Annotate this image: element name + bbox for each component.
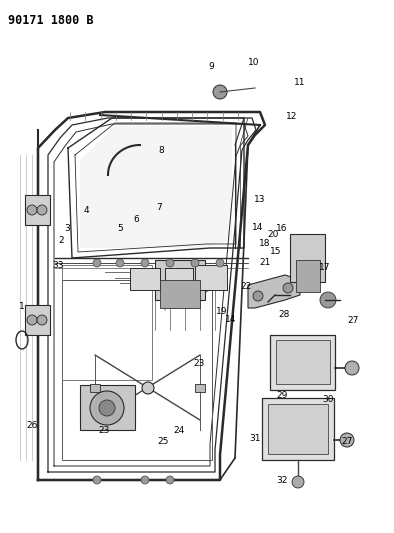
Circle shape <box>142 382 154 394</box>
Text: 22: 22 <box>241 282 252 291</box>
Polygon shape <box>248 275 300 308</box>
Bar <box>165 268 193 288</box>
Bar <box>195 265 227 290</box>
Text: 19: 19 <box>216 308 227 316</box>
Circle shape <box>90 391 124 425</box>
Text: 10: 10 <box>248 59 260 67</box>
Text: 23: 23 <box>99 426 110 435</box>
Bar <box>90 384 100 392</box>
Text: 18: 18 <box>259 239 271 248</box>
Circle shape <box>116 259 124 267</box>
Bar <box>25 305 50 335</box>
Circle shape <box>141 476 149 484</box>
Text: 90171 1800 B: 90171 1800 B <box>8 14 93 27</box>
Text: 13: 13 <box>254 196 266 204</box>
Bar <box>268 404 328 454</box>
Text: 14: 14 <box>225 316 236 324</box>
Circle shape <box>191 259 199 267</box>
Bar <box>62 280 212 460</box>
Text: 17: 17 <box>319 263 331 272</box>
Text: 23: 23 <box>193 359 204 368</box>
Bar <box>155 260 205 300</box>
Text: 6: 6 <box>133 215 139 224</box>
Text: 8: 8 <box>159 146 164 155</box>
Bar <box>290 234 325 282</box>
Circle shape <box>292 476 304 488</box>
Text: 3: 3 <box>64 224 70 232</box>
Text: 28: 28 <box>279 310 290 319</box>
Text: 20: 20 <box>267 230 278 239</box>
Circle shape <box>283 283 293 293</box>
Circle shape <box>166 476 174 484</box>
Text: 30: 30 <box>322 395 334 404</box>
Text: 21: 21 <box>259 258 270 266</box>
Bar <box>276 340 330 384</box>
Circle shape <box>253 291 263 301</box>
Polygon shape <box>80 126 232 248</box>
Circle shape <box>213 85 227 99</box>
Text: 25: 25 <box>158 437 169 446</box>
Text: 15: 15 <box>270 247 282 256</box>
Circle shape <box>93 476 101 484</box>
Circle shape <box>320 292 336 308</box>
Text: 26: 26 <box>27 421 38 430</box>
Text: 33: 33 <box>52 261 64 270</box>
Text: 16: 16 <box>276 224 288 232</box>
Text: 27: 27 <box>342 437 353 446</box>
Circle shape <box>27 205 37 215</box>
Text: 12: 12 <box>286 112 297 120</box>
Text: 2: 2 <box>58 237 64 245</box>
Text: 24: 24 <box>174 426 185 435</box>
Text: 5: 5 <box>117 224 123 232</box>
Text: 27: 27 <box>347 317 358 325</box>
Circle shape <box>93 259 101 267</box>
Text: 1: 1 <box>19 302 24 311</box>
Bar <box>195 384 205 392</box>
Bar <box>25 195 50 225</box>
Text: 4: 4 <box>84 206 89 214</box>
Circle shape <box>27 315 37 325</box>
Circle shape <box>37 315 47 325</box>
Circle shape <box>141 259 149 267</box>
Circle shape <box>166 259 174 267</box>
Circle shape <box>216 259 224 267</box>
Bar <box>62 265 152 380</box>
Text: 32: 32 <box>276 477 287 485</box>
Text: 9: 9 <box>208 62 214 70</box>
Text: 7: 7 <box>157 204 162 212</box>
Circle shape <box>340 433 354 447</box>
Text: 31: 31 <box>249 434 261 442</box>
Circle shape <box>37 205 47 215</box>
Bar <box>270 335 335 390</box>
Text: 11: 11 <box>294 78 305 87</box>
Bar <box>130 268 160 290</box>
Text: 14: 14 <box>253 223 264 231</box>
Bar <box>160 280 200 308</box>
Bar <box>80 385 135 430</box>
Circle shape <box>99 400 115 416</box>
Bar <box>296 260 320 292</box>
Text: 29: 29 <box>276 391 287 400</box>
Circle shape <box>345 361 359 375</box>
Bar <box>262 398 334 460</box>
